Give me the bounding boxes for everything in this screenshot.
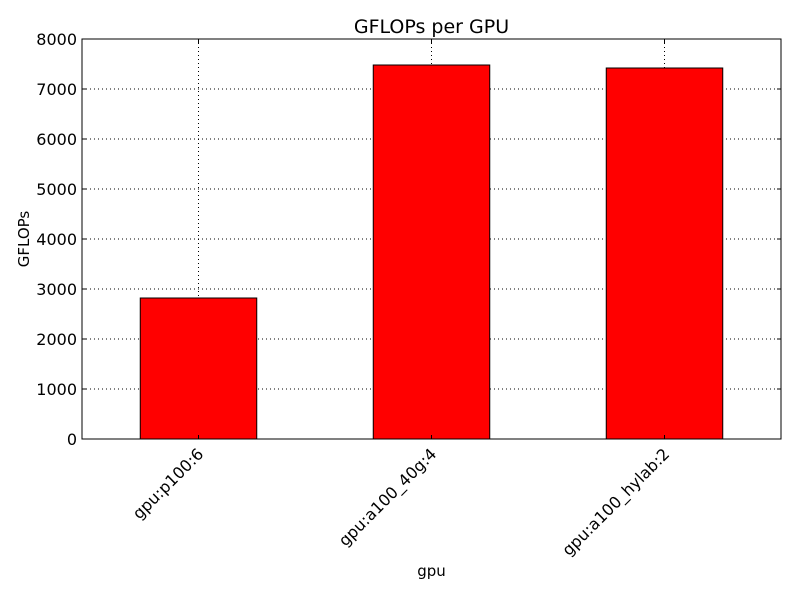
bar [372, 64, 491, 440]
y-axis-ticks: 0 1000 2000 3000 4000 5000 6000 7000 8000 [36, 30, 781, 449]
bar [605, 67, 724, 440]
chart-title: GFLOPs per GPU [354, 16, 509, 38]
y-tick-label: 5000 [36, 180, 77, 199]
y-tick-label: 1000 [36, 380, 77, 399]
bar [139, 297, 258, 440]
y-tick-label: 3000 [36, 280, 77, 299]
x-axis-label: gpu [417, 562, 446, 580]
y-tick-label: 0 [67, 430, 77, 449]
y-tick-label: 7000 [36, 80, 77, 99]
y-axis-label: GFLOPs [15, 211, 33, 268]
y-tick-label: 2000 [36, 330, 77, 349]
y-tick-label: 8000 [36, 30, 77, 49]
y-tick-label: 6000 [36, 130, 77, 149]
bars-group [139, 64, 724, 440]
y-tick-label: 4000 [36, 230, 77, 249]
